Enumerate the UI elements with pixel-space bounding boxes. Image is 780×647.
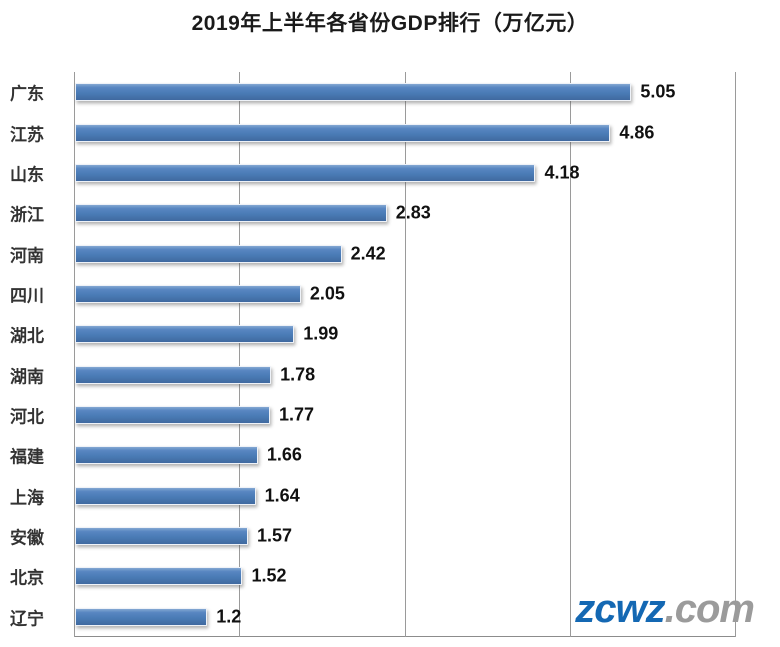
category-label: 福建: [10, 447, 44, 467]
bar-辽宁: [75, 607, 208, 626]
category-label: 江苏: [10, 125, 44, 145]
category-label: 安徽: [10, 528, 44, 548]
gridline: [735, 72, 736, 637]
value-label: 1.64: [264, 485, 300, 506]
category-label: 浙江: [10, 205, 44, 225]
category-label: 北京: [10, 568, 44, 588]
bar-上海: [75, 486, 256, 505]
category-label: 辽宁: [10, 609, 44, 629]
value-label: 1.66: [266, 444, 302, 465]
bar-湖南: [75, 365, 272, 384]
category-label: 河北: [10, 407, 44, 427]
bar-湖北: [75, 325, 295, 344]
value-label: 1.77: [278, 404, 315, 425]
category-label: 四川: [10, 286, 44, 306]
gridline: [404, 72, 406, 637]
category-labels: 广东江苏山东浙江河南四川湖北湖南河北福建上海安徽北京辽宁: [10, 72, 68, 637]
category-label: 山东: [10, 165, 44, 185]
gridline: [74, 72, 75, 637]
value-label: 4.86: [619, 122, 655, 143]
gridline: [569, 72, 571, 637]
category-label: 广东: [10, 84, 44, 104]
value-label: 1.57: [256, 525, 292, 546]
bar-浙江: [75, 204, 387, 223]
bar-北京: [75, 567, 243, 586]
bar-山东: [75, 163, 536, 182]
value-label: 2.05: [309, 283, 345, 304]
watermark-brand: zcwz: [575, 587, 665, 631]
watermark-suffix: .com: [664, 587, 755, 631]
category-label: 河南: [10, 246, 44, 266]
watermark: zcwz.com: [575, 587, 755, 631]
value-label: 4.18: [544, 162, 580, 183]
bar-江苏: [75, 123, 611, 142]
value-label: 2.42: [350, 243, 386, 264]
value-label: 2.83: [395, 202, 431, 223]
category-label: 湖北: [10, 326, 44, 346]
category-label: 湖南: [10, 367, 44, 387]
bar-四川: [75, 284, 301, 303]
bar-福建: [75, 446, 258, 465]
value-label: 5.05: [640, 81, 676, 102]
chart-title: 2019年上半年各省份GDP排行（万亿元）: [191, 12, 589, 35]
value-label: 1.78: [280, 364, 316, 385]
gridline: [239, 72, 241, 637]
value-label: 1.2: [216, 606, 242, 627]
plot-area: 5.05 4.86 4.18 2.83 2.42 2.05 1.99 1.78 1.77 1.66…: [74, 72, 736, 637]
value-label: 1.52: [251, 565, 287, 586]
value-label: 1.99: [303, 323, 339, 344]
category-label: 上海: [10, 488, 44, 508]
bar-河南: [75, 244, 342, 263]
bar-安徽: [75, 527, 248, 546]
bar-广东: [75, 83, 632, 102]
bar-河北: [75, 406, 270, 425]
